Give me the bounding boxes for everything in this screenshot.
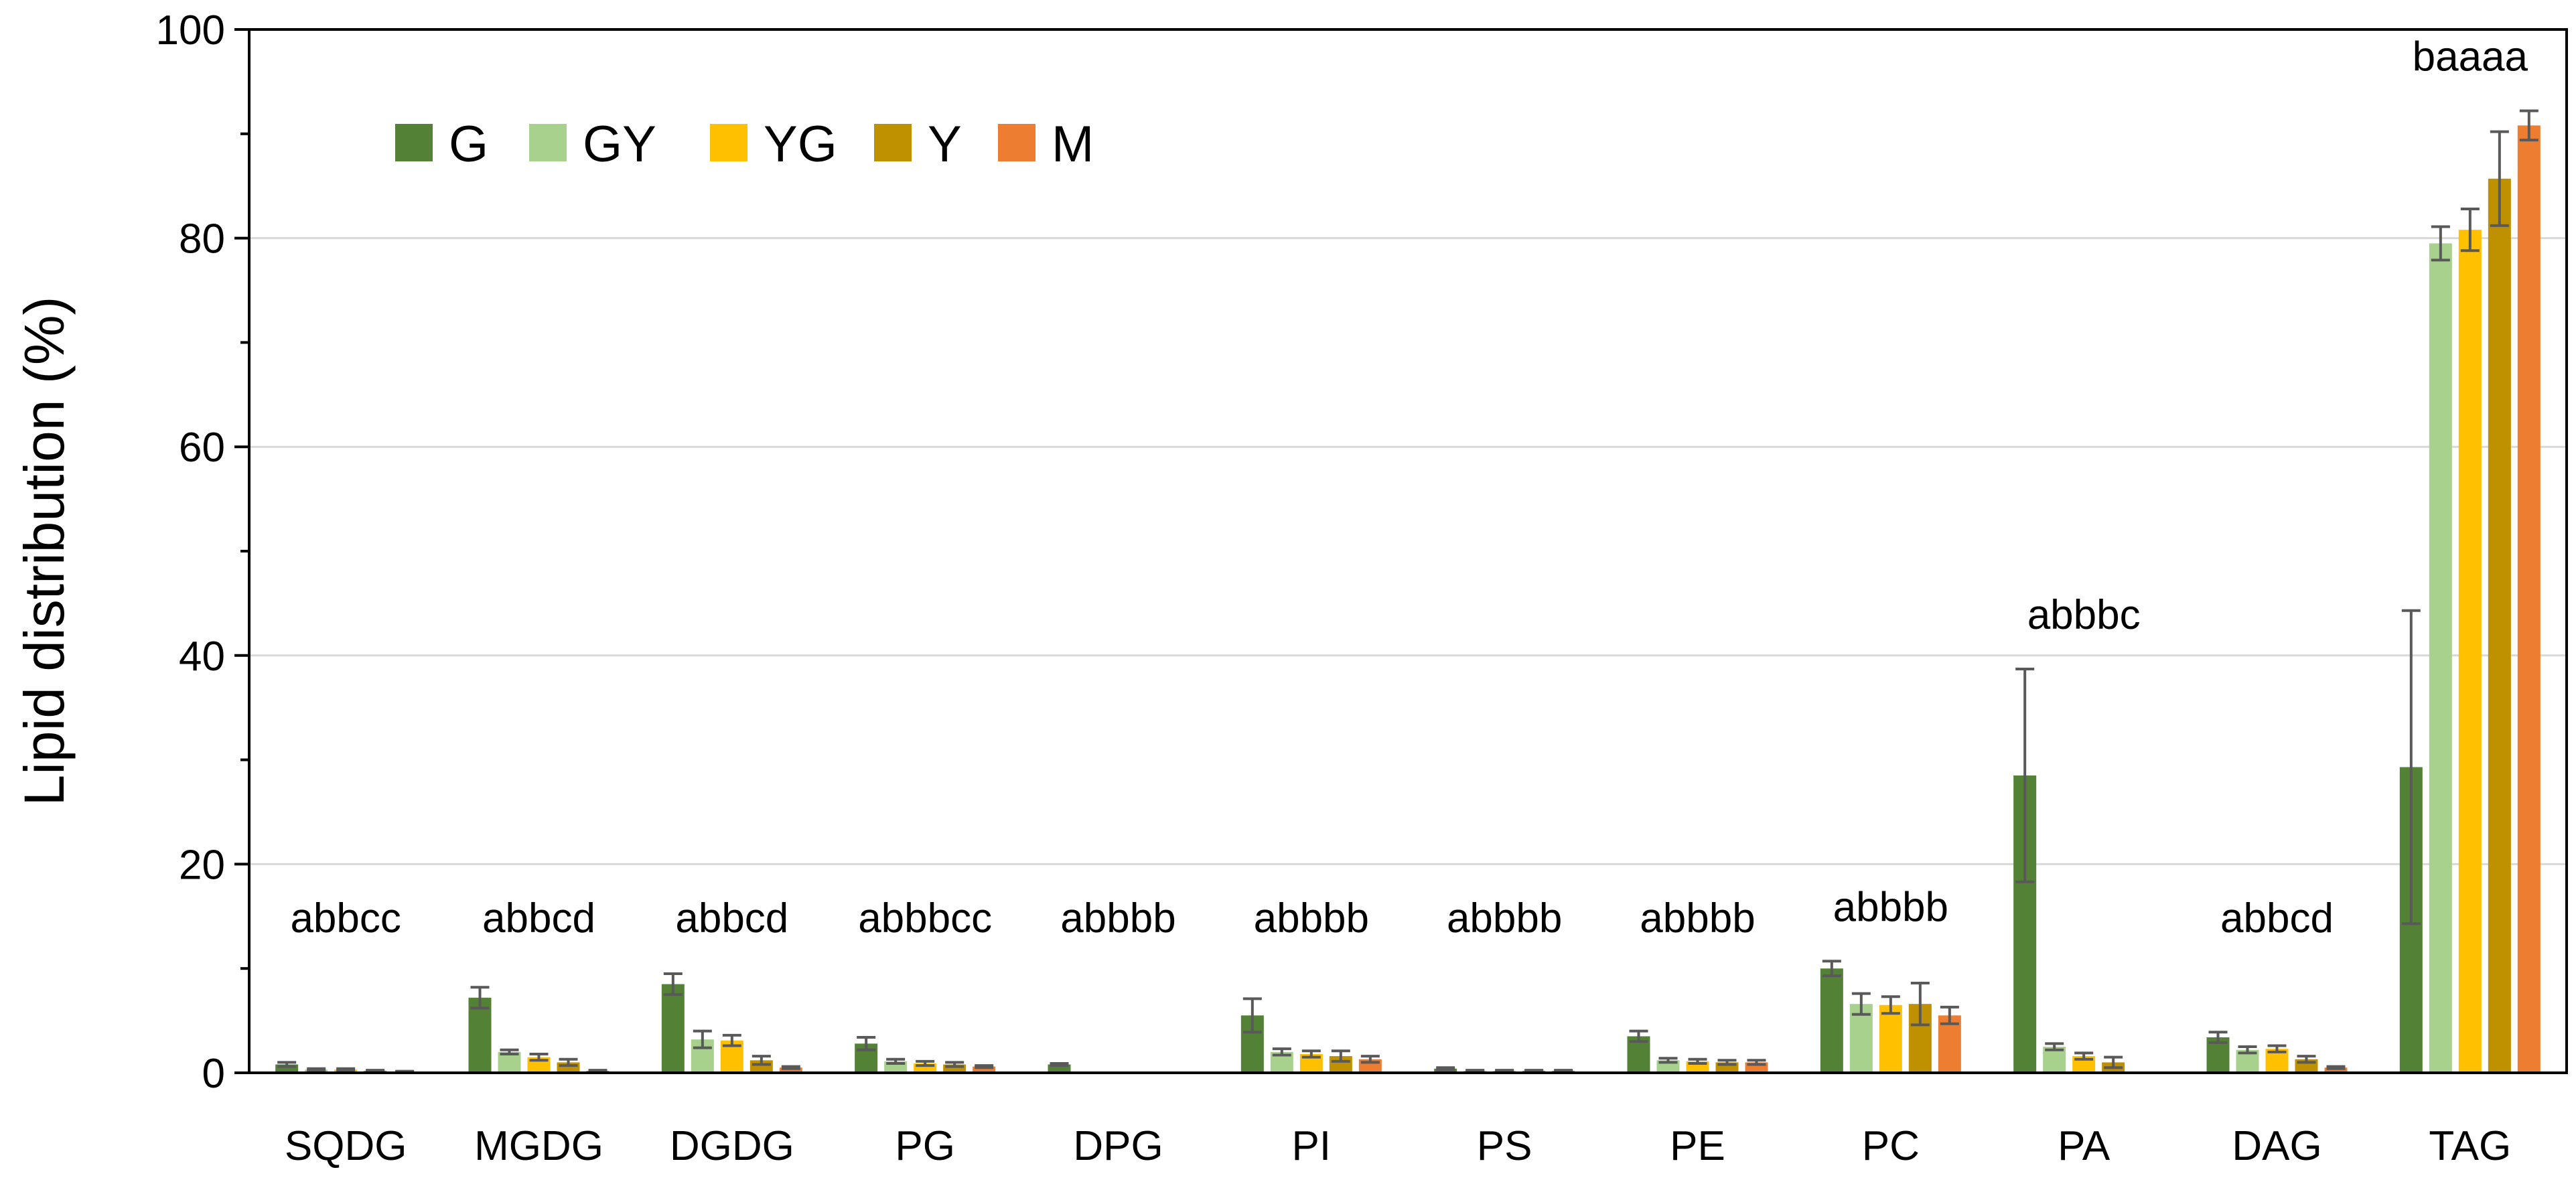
significance-letters-PI: abbbb bbox=[1254, 895, 1369, 942]
plot-frame bbox=[248, 28, 2568, 1074]
category-label-DPG: DPG bbox=[1073, 1123, 1163, 1169]
legend-label-YG: YG bbox=[764, 116, 837, 173]
significance-letters-PS: abbbb bbox=[1447, 895, 1562, 942]
y-tick-label: 0 bbox=[202, 1051, 225, 1097]
significance-letters-MGDG: abbcd bbox=[482, 895, 595, 942]
legend-swatch-Y bbox=[874, 124, 912, 161]
category-label-PI: PI bbox=[1292, 1123, 1332, 1169]
category-label-SQDG: SQDG bbox=[285, 1123, 407, 1169]
y-tick-label: 20 bbox=[179, 842, 225, 888]
bar-G-PC bbox=[1820, 968, 1843, 1073]
gridlines bbox=[249, 237, 2567, 865]
category-label-DGDG: DGDG bbox=[670, 1123, 794, 1169]
bar-M-PG bbox=[973, 1066, 996, 1073]
bar-YG-PC bbox=[1879, 1005, 1902, 1073]
significance-letters-DPG: abbbb bbox=[1060, 895, 1175, 942]
bar-YG-TAG bbox=[2458, 230, 2482, 1073]
legend-label-Y: Y bbox=[928, 116, 962, 173]
bars bbox=[275, 125, 2541, 1073]
category-label-MGDG: MGDG bbox=[474, 1123, 603, 1169]
legend-label-GY: GY bbox=[583, 116, 656, 173]
category-label-PS: PS bbox=[1477, 1123, 1532, 1169]
y-axis-ticks: 0 20 40 60 80 100 bbox=[156, 7, 249, 1097]
category-label-TAG: TAG bbox=[2429, 1123, 2511, 1169]
significance-letters-PG: abbbcc bbox=[858, 895, 992, 942]
legend-swatch-YG bbox=[710, 124, 747, 161]
bar-G-DGDG bbox=[661, 984, 685, 1073]
category-label-PE: PE bbox=[1670, 1123, 1725, 1169]
legend: G GY YG Y M bbox=[395, 116, 1094, 173]
bar-GY-TAG bbox=[2429, 243, 2452, 1073]
y-tick-label: 100 bbox=[156, 7, 225, 54]
y-tick-label: 60 bbox=[179, 425, 225, 471]
bar-M-DAG bbox=[2324, 1067, 2348, 1073]
category-label-PA: PA bbox=[2058, 1123, 2110, 1169]
bar-GY-MGDG bbox=[498, 1051, 521, 1073]
bar-M-TAG bbox=[2517, 125, 2541, 1073]
legend-swatch-GY bbox=[529, 124, 567, 161]
significance-letters-DGDG: abbcd bbox=[675, 895, 788, 942]
significance-letters-PC: abbbb bbox=[1833, 884, 1948, 930]
significance-letters-TAG: baaaa bbox=[2413, 34, 2528, 80]
error-bars bbox=[277, 109, 2538, 1074]
category-labels: SQDG MGDG DGDG PG DPG PI PS PE PC PA DAG TAG bbox=[285, 1123, 2511, 1169]
bar-Y-TAG bbox=[2488, 178, 2511, 1073]
category-label-PG: PG bbox=[895, 1123, 955, 1169]
bar-M-DGDG bbox=[779, 1067, 802, 1073]
legend-swatch-M bbox=[998, 124, 1035, 161]
y-tick-label: 80 bbox=[179, 216, 225, 263]
significance-letters-DAG: abbcd bbox=[2220, 895, 2334, 942]
category-label-PC: PC bbox=[1862, 1123, 1920, 1169]
legend-label-M: M bbox=[1052, 116, 1094, 173]
legend-label-G: G bbox=[449, 116, 488, 173]
category-label-DAG: DAG bbox=[2232, 1123, 2321, 1169]
significance-letters: abbcc abbcd abbcd abbbcc abbbb abbbb abbbb abbb… bbox=[290, 34, 2528, 942]
y-tick-label: 40 bbox=[179, 634, 225, 680]
legend-swatch-G bbox=[395, 124, 433, 161]
bar-G-MGDG bbox=[468, 997, 492, 1073]
significance-letters-PA: abbbc bbox=[2027, 592, 2141, 638]
significance-letters-PE: abbbb bbox=[1640, 895, 1755, 942]
significance-letters-SQDG: abbcc bbox=[290, 895, 401, 942]
y-axis-label: Lipid distribution (%) bbox=[13, 296, 76, 806]
